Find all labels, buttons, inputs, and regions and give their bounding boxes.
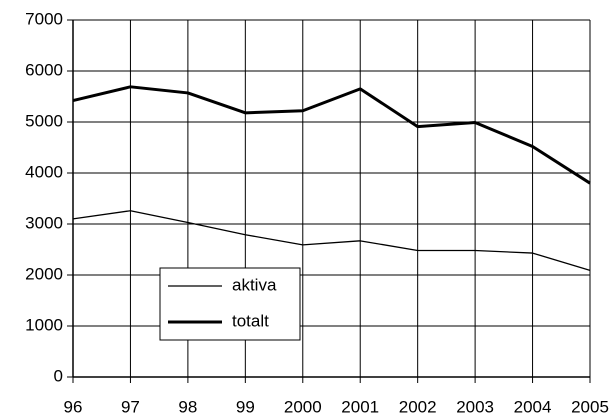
x-tick-label: 2003 [456,397,494,416]
y-tick-label: 1000 [25,315,63,334]
x-tick-label: 2004 [514,397,552,416]
y-tick-label: 5000 [25,111,63,130]
legend-box [159,267,301,341]
x-tick-label: 2000 [284,397,322,416]
y-tick-label: 0 [54,366,63,385]
y-tick-label: 2000 [25,264,63,283]
legend-label: totalt [232,311,269,330]
x-tick-label: 96 [64,397,83,416]
x-tick-label: 2001 [341,397,379,416]
legend-label: aktiva [232,275,277,294]
y-tick-label: 6000 [25,60,63,79]
x-tick-label: 98 [178,397,197,416]
x-tick-label: 2002 [399,397,437,416]
y-tick-label: 4000 [25,162,63,181]
series-line [72,210,591,272]
y-tick-label: 7000 [25,9,63,28]
x-tick-label: 99 [236,397,255,416]
y-tick-label: 3000 [25,213,63,232]
series-line [72,85,591,185]
x-tick-label: 2005 [571,397,609,416]
x-tick-label: 97 [121,397,140,416]
